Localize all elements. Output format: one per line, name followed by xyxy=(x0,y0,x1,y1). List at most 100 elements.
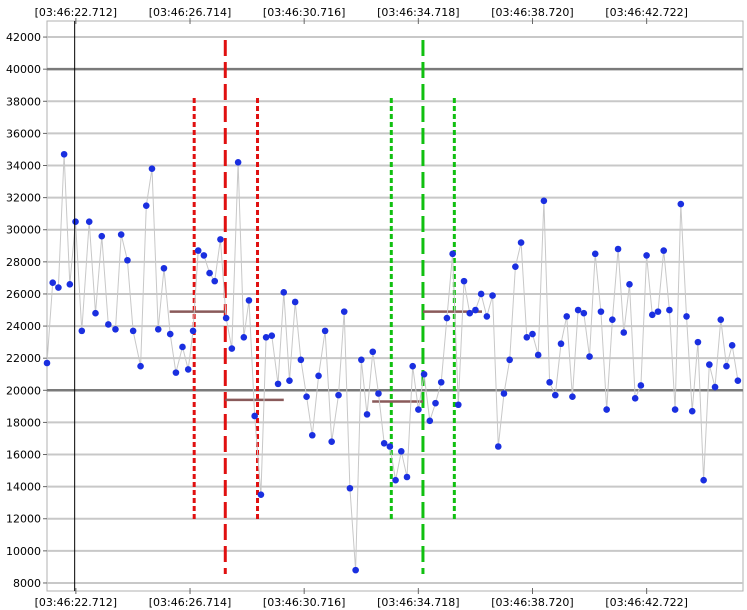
data-point xyxy=(297,356,305,364)
data-point xyxy=(609,316,616,323)
data-point xyxy=(717,316,725,323)
data-point xyxy=(315,372,322,380)
x-tick-label-bottom: [03:46:22.712] xyxy=(35,596,117,609)
data-point xyxy=(415,406,422,413)
data-point xyxy=(340,308,348,315)
data-point xyxy=(137,362,144,370)
x-tick-label-top: [03:46:42.722] xyxy=(605,6,687,19)
data-point xyxy=(291,298,299,306)
data-point xyxy=(420,370,428,378)
y-tick-label: 20000 xyxy=(6,384,41,397)
data-point xyxy=(380,439,388,447)
data-point xyxy=(328,438,335,445)
data-point xyxy=(154,325,162,333)
data-point xyxy=(166,330,174,338)
data-point xyxy=(179,343,186,351)
data-point xyxy=(92,309,99,317)
x-tick-label-top: [03:46:34.718] xyxy=(377,6,459,19)
series-line xyxy=(46,154,739,571)
data-point xyxy=(494,443,502,450)
y-tick-label: 8000 xyxy=(13,577,41,590)
data-point xyxy=(523,334,531,341)
data-point xyxy=(240,334,248,341)
data-point xyxy=(574,306,582,314)
data-point xyxy=(631,395,639,402)
data-point xyxy=(443,314,451,322)
data-point xyxy=(148,165,156,173)
data-point xyxy=(540,197,548,205)
data-point xyxy=(392,476,399,484)
data-point xyxy=(728,342,736,349)
data-point xyxy=(477,290,485,298)
data-point xyxy=(194,247,202,254)
data-point xyxy=(222,314,230,322)
data-point xyxy=(206,269,213,277)
data-point xyxy=(117,231,125,238)
data-point xyxy=(437,378,445,386)
data-point xyxy=(723,362,730,370)
data-point xyxy=(78,327,86,335)
data-point xyxy=(112,325,119,333)
y-tick-label: 12000 xyxy=(6,513,41,526)
data-point xyxy=(489,292,496,299)
data-point xyxy=(449,250,456,258)
y-tick-label: 24000 xyxy=(6,320,41,333)
y-tick-label: 38000 xyxy=(6,95,41,108)
data-point xyxy=(694,338,702,346)
x-tick-label-top: [03:46:22.712] xyxy=(35,6,117,19)
data-point xyxy=(49,279,57,287)
x-tick-label-top: [03:46:38.720] xyxy=(491,6,573,19)
y-tick-label: 14000 xyxy=(6,481,41,494)
data-point xyxy=(66,281,74,288)
data-point xyxy=(321,327,329,335)
data-point xyxy=(626,281,633,288)
y-tick-label: 10000 xyxy=(6,545,41,558)
data-point xyxy=(688,407,696,415)
data-point xyxy=(363,411,371,418)
data-point xyxy=(563,313,571,320)
data-point xyxy=(711,383,719,391)
x-axis-bottom-ticks: [03:46:22.712] [03:46:26.714] [03:46:30.71… xyxy=(35,588,688,609)
data-point xyxy=(734,377,742,384)
data-point xyxy=(455,401,462,409)
x-tick-label-bottom: [03:46:26.714] xyxy=(149,596,231,609)
data-point xyxy=(60,150,68,158)
data-point xyxy=(466,309,474,317)
data-point xyxy=(397,448,405,455)
data-point xyxy=(706,361,713,368)
y-axis-ticks: 8000 10000 12000 14000 16000 18000 20000 22000 2… xyxy=(6,31,47,590)
y-tick-label: 34000 xyxy=(6,160,41,173)
data-point xyxy=(552,391,559,399)
data-point xyxy=(643,252,650,259)
data-point xyxy=(234,158,242,166)
data-point xyxy=(580,309,588,317)
x-tick-label-bottom: [03:46:34.718] xyxy=(377,596,459,609)
data-point xyxy=(500,390,508,397)
data-point xyxy=(432,399,439,407)
data-point xyxy=(517,239,525,246)
data-point xyxy=(85,218,93,226)
data-point xyxy=(211,277,219,285)
data-point xyxy=(184,366,192,373)
y-tick-label: 32000 xyxy=(6,192,41,205)
y-tick-label: 28000 xyxy=(6,256,41,269)
x-tick-label-bottom: [03:46:38.720] xyxy=(491,596,573,609)
data-point xyxy=(529,330,536,338)
x-tick-label-bottom: [03:46:30.716] xyxy=(263,596,345,609)
y-tick-label: 18000 xyxy=(6,416,41,429)
data-point xyxy=(274,380,282,388)
data-point xyxy=(352,566,359,574)
y-gridlines xyxy=(47,36,743,584)
data-point xyxy=(335,391,342,399)
data-point xyxy=(637,382,645,389)
data-point xyxy=(98,232,106,240)
data-point xyxy=(683,313,690,320)
y-tick-label: 36000 xyxy=(6,127,41,140)
data-point xyxy=(534,351,542,359)
y-tick-label: 26000 xyxy=(6,288,41,301)
data-point xyxy=(105,321,112,328)
x-tick-label-top: [03:46:26.714] xyxy=(149,6,231,19)
data-point xyxy=(189,327,197,335)
data-point xyxy=(700,476,707,484)
